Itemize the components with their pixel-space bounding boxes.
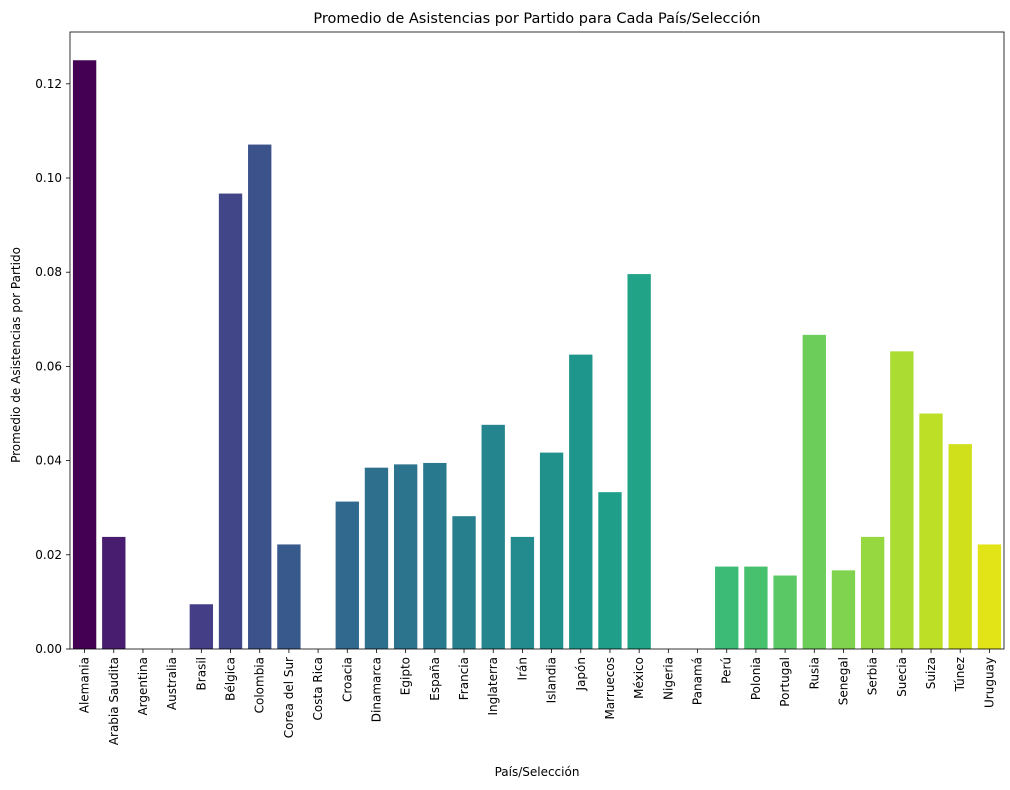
x-tick-label: Islandia xyxy=(545,657,559,703)
x-tick-label: Inglaterra xyxy=(486,657,500,716)
bar xyxy=(72,60,97,649)
bar xyxy=(569,354,593,649)
x-tick-label: Alemania xyxy=(78,657,92,713)
x-tick-label: Senegal xyxy=(836,657,850,705)
x-tick-label: Suiza xyxy=(924,657,938,689)
x-tick-label: Egipto xyxy=(399,657,413,695)
x-tick-label: Rusia xyxy=(807,657,821,689)
y-axis-title: Promedio de Asistencias por Partido xyxy=(9,247,23,463)
y-tick-label: 0.00 xyxy=(35,642,62,656)
x-tick-label: México xyxy=(632,657,646,699)
y-tick-label: 0.02 xyxy=(35,548,62,562)
x-tick-label: España xyxy=(428,657,442,701)
bar xyxy=(510,536,535,649)
x-tick-label: Marruecos xyxy=(603,657,617,720)
bar xyxy=(860,536,885,649)
x-tick-label: Portugal xyxy=(778,657,792,707)
x-tick-label: Uruguay xyxy=(982,657,996,708)
bar xyxy=(627,274,651,649)
x-tick-label: Croacia xyxy=(340,657,354,702)
bar xyxy=(744,566,768,649)
y-axis-ticks: 0.00 0.02 0.04 0.06 0.08 0.10 0.12 xyxy=(35,77,70,656)
bar xyxy=(335,501,359,649)
x-tick-label: Túnez xyxy=(953,657,967,692)
bar xyxy=(539,452,564,649)
bar xyxy=(364,467,389,649)
x-tick-label: Argentina xyxy=(136,657,150,716)
bar xyxy=(977,544,1002,649)
x-tick-label: Corea del Sur xyxy=(282,657,296,738)
x-tick-label: Serbia xyxy=(866,657,880,695)
x-tick-label: Suecia xyxy=(895,657,909,697)
x-tick-label: Nigeria xyxy=(661,657,675,700)
bar xyxy=(481,424,505,649)
bar xyxy=(423,462,447,649)
plot-frame xyxy=(69,31,1005,650)
x-tick-label: Brasil xyxy=(194,657,208,690)
bar xyxy=(277,544,301,649)
x-tick-label: Dinamarca xyxy=(369,657,383,722)
bar xyxy=(890,351,914,649)
bar xyxy=(102,536,126,649)
x-tick-label: Japón xyxy=(574,657,588,691)
x-tick-label: Arabia Saudita xyxy=(107,657,121,745)
x-tick-label: Australia xyxy=(165,657,179,710)
bar xyxy=(773,575,797,649)
x-tick-label: Bélgica xyxy=(224,657,238,701)
x-tick-label: Colombia xyxy=(253,657,267,713)
bar xyxy=(948,444,972,649)
x-axis-ticks: Alemania Arabia Saudita Argentina Australia… xyxy=(78,649,996,745)
bar xyxy=(715,566,739,649)
bar xyxy=(393,464,418,649)
y-tick-label: 0.06 xyxy=(35,359,62,373)
bar xyxy=(218,193,243,650)
y-tick-label: 0.04 xyxy=(35,454,62,468)
y-tick-label: 0.10 xyxy=(35,171,62,185)
chart-title: Promedio de Asistencias por Partido para… xyxy=(313,11,760,27)
x-tick-label: Francia xyxy=(457,657,471,700)
x-tick-label: Panamá xyxy=(691,657,705,705)
bar xyxy=(452,516,476,649)
bar xyxy=(598,492,622,649)
x-tick-label: Costa Rica xyxy=(311,657,325,720)
y-tick-label: 0.12 xyxy=(35,77,62,91)
bar xyxy=(919,413,943,649)
x-tick-label: Polonia xyxy=(749,657,763,700)
y-tick-label: 0.08 xyxy=(35,265,62,279)
x-tick-label: Irán xyxy=(515,657,529,680)
bar xyxy=(189,604,214,649)
bar xyxy=(802,334,826,649)
x-axis-title: País/Selección xyxy=(495,765,580,779)
bar xyxy=(248,144,272,649)
bars-group xyxy=(72,60,1002,650)
x-tick-label: Perú xyxy=(720,657,734,684)
bar xyxy=(831,570,856,649)
